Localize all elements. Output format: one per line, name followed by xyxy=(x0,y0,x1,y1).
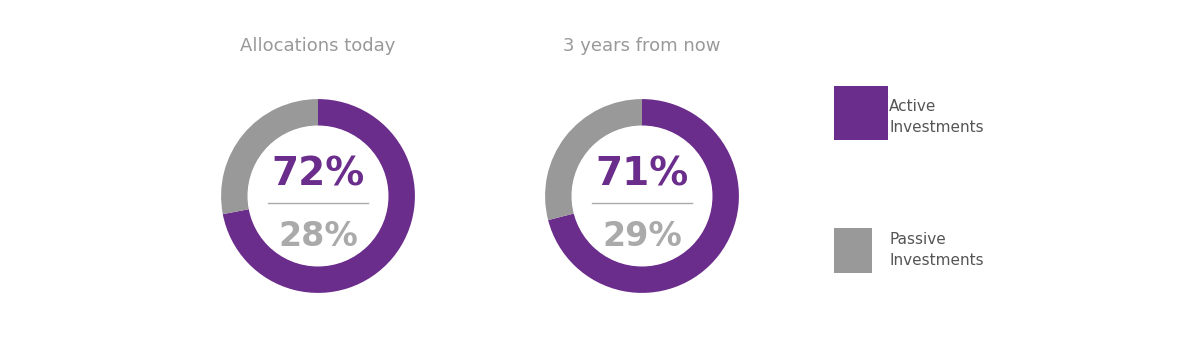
Circle shape xyxy=(248,126,388,266)
Circle shape xyxy=(572,126,712,266)
Text: 29%: 29% xyxy=(602,220,682,253)
Text: 28%: 28% xyxy=(278,220,358,253)
Bar xyxy=(834,86,888,140)
Wedge shape xyxy=(221,99,318,214)
Wedge shape xyxy=(548,99,739,293)
Text: Investments: Investments xyxy=(889,120,984,135)
Wedge shape xyxy=(223,99,415,293)
Text: Active: Active xyxy=(889,99,936,114)
Bar xyxy=(834,228,872,273)
Text: 72%: 72% xyxy=(271,156,365,194)
Wedge shape xyxy=(545,99,642,220)
Text: Investments: Investments xyxy=(889,253,984,268)
Text: 71%: 71% xyxy=(595,156,689,194)
Bar xyxy=(834,94,872,140)
Text: 3 years from now: 3 years from now xyxy=(563,37,721,55)
Text: Allocations today: Allocations today xyxy=(240,37,396,55)
Text: Passive: Passive xyxy=(889,232,946,247)
